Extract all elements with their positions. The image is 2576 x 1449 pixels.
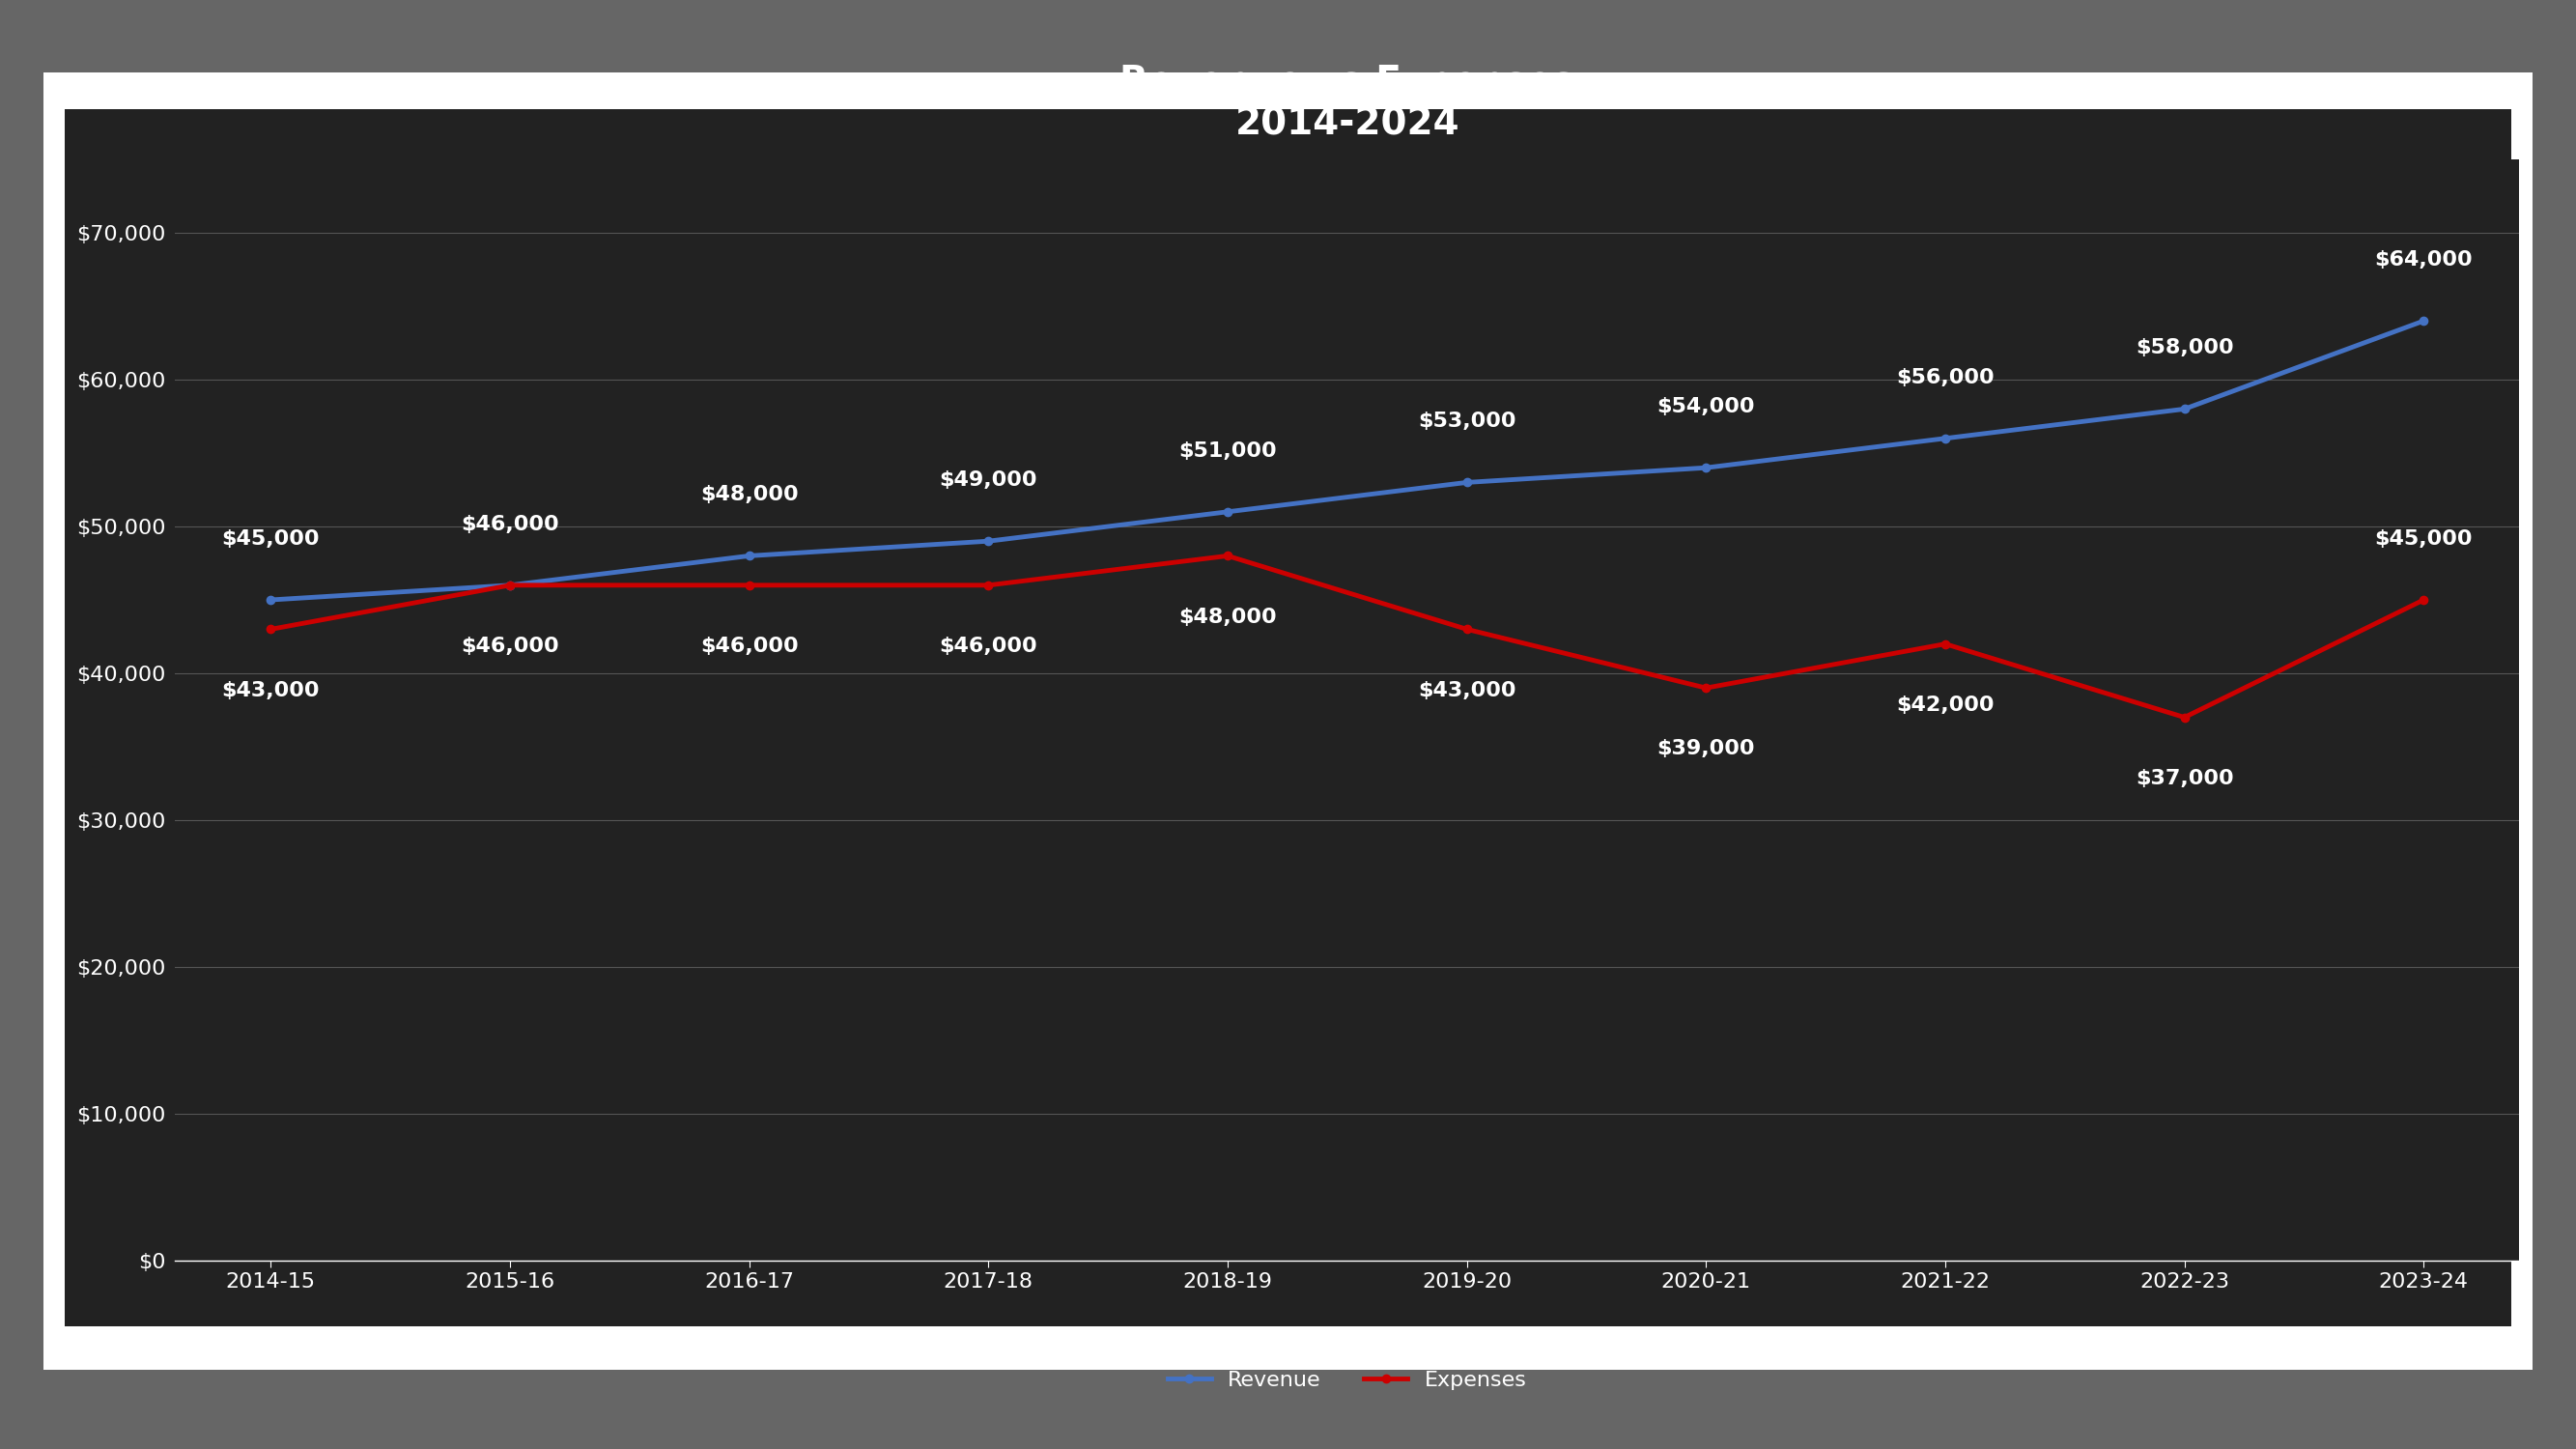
Line: Revenue: Revenue — [268, 317, 2427, 604]
Expenses — [495, 577, 526, 594]
Revenue — [1690, 459, 1721, 477]
Text: $43,000: $43,000 — [222, 681, 319, 700]
Revenue — [495, 577, 526, 594]
Text: $45,000: $45,000 — [2375, 529, 2473, 549]
Expenses — [2169, 709, 2200, 726]
Revenue — [2169, 400, 2200, 417]
Text: $46,000: $46,000 — [701, 636, 799, 656]
Text: $39,000: $39,000 — [1656, 739, 1754, 759]
Revenue — [255, 591, 286, 609]
Revenue — [734, 548, 765, 565]
Expenses — [255, 620, 286, 638]
Expenses — [1929, 635, 1960, 652]
Revenue — [974, 532, 1005, 549]
Expenses — [1213, 548, 1244, 565]
Revenue — [1929, 430, 1960, 448]
Legend: Revenue, Expenses: Revenue, Expenses — [1159, 1362, 1535, 1398]
Text: $43,000: $43,000 — [1417, 681, 1515, 700]
Text: $48,000: $48,000 — [1180, 607, 1278, 626]
Text: $53,000: $53,000 — [1417, 412, 1515, 430]
Text: $46,000: $46,000 — [461, 514, 559, 533]
Text: $45,000: $45,000 — [222, 529, 319, 549]
Text: $48,000: $48,000 — [701, 485, 799, 504]
Expenses — [1450, 620, 1481, 638]
Text: $46,000: $46,000 — [940, 636, 1038, 656]
Text: $58,000: $58,000 — [2136, 338, 2233, 358]
Expenses — [2409, 591, 2439, 609]
Text: $54,000: $54,000 — [1656, 397, 1754, 416]
Expenses — [974, 577, 1005, 594]
Title: Revenue vs Expenses
2014-2024: Revenue vs Expenses 2014-2024 — [1121, 64, 1574, 143]
Text: $56,000: $56,000 — [1896, 368, 1994, 387]
Text: $46,000: $46,000 — [461, 636, 559, 656]
Revenue — [2409, 312, 2439, 329]
Text: $51,000: $51,000 — [1180, 440, 1278, 461]
Line: Expenses: Expenses — [268, 552, 2427, 722]
Expenses — [1690, 680, 1721, 697]
Text: $37,000: $37,000 — [2136, 769, 2233, 788]
Text: $49,000: $49,000 — [940, 471, 1038, 490]
Expenses — [734, 577, 765, 594]
Revenue — [1213, 503, 1244, 520]
Text: $64,000: $64,000 — [2375, 251, 2473, 270]
Revenue — [1450, 474, 1481, 491]
Text: $42,000: $42,000 — [1896, 696, 1994, 714]
